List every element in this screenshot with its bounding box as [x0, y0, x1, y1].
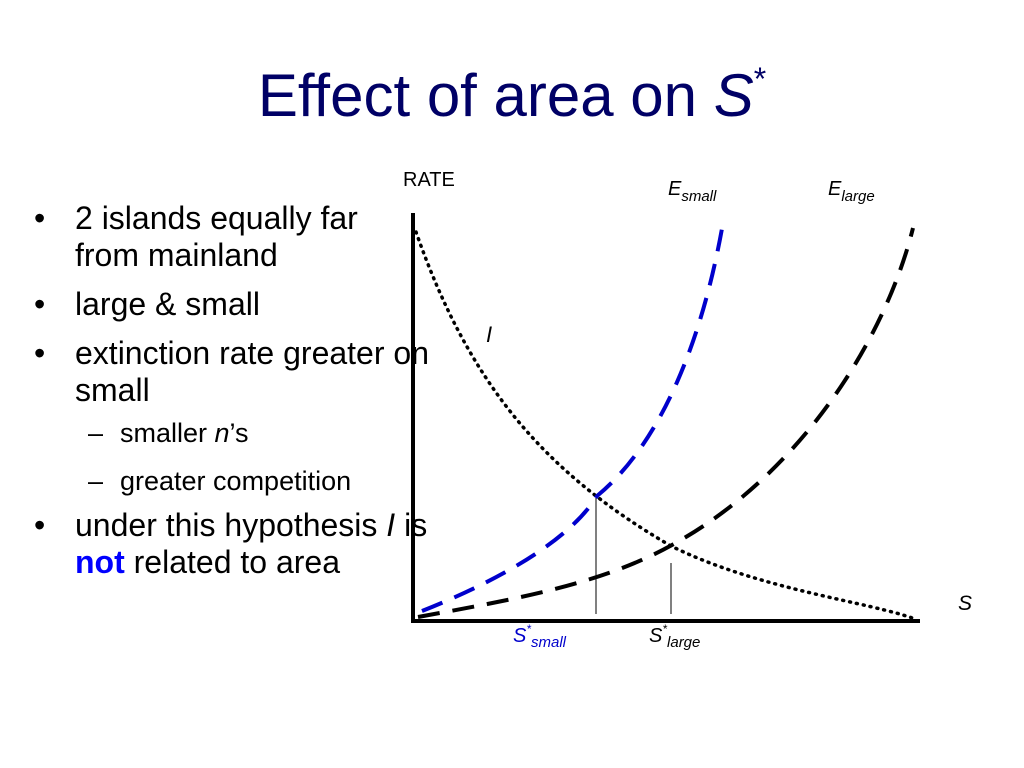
sub-bullet-smaller-suffix: ’s	[229, 418, 249, 448]
s-small-superscript: *	[526, 622, 531, 636]
e-large-subscript: large	[841, 188, 874, 205]
s-large-label: S*large	[649, 622, 700, 651]
bullet-hypothesis-part1: under this hypothesis	[75, 507, 387, 543]
sub-bullet-smaller-prefix: smaller	[120, 418, 215, 448]
e-large-main: E	[828, 178, 842, 200]
bullet-hypothesis-i-variable: I	[386, 507, 396, 543]
sub-bullet-competition: greater competition	[30, 465, 430, 497]
s-small-label: S*small	[513, 622, 567, 651]
x-axis-label: S	[958, 592, 972, 615]
bullet-large-small-text: large & small	[75, 286, 260, 322]
s-large-main: S	[649, 625, 663, 647]
bullet-hypothesis: under this hypothesis I is not related t…	[30, 507, 430, 581]
bullet-list: 2 islands equally far from mainland larg…	[30, 200, 430, 593]
immigration-curve-label: I	[486, 322, 492, 347]
bullet-hypothesis-not: not	[75, 544, 125, 580]
immigration-curve	[414, 230, 917, 621]
bullet-extinction-rate: extinction rate greater on small	[30, 335, 430, 409]
e-small-label: Esmall	[668, 178, 717, 205]
title-variable: S	[713, 62, 754, 129]
sub-bullet-smaller-n: smaller n’s	[30, 417, 430, 449]
e-small-subscript: small	[681, 188, 717, 205]
s-small-main: S	[513, 625, 527, 647]
extinction-large-curve	[417, 227, 915, 619]
bullet-large-small: large & small	[30, 286, 430, 323]
bullet-islands: 2 islands equally far from mainland	[30, 200, 430, 274]
sub-bullet-n-variable: n	[214, 418, 230, 448]
slide-title: Effect of area on S*	[0, 60, 1024, 132]
title-text: Effect of area on	[257, 62, 714, 129]
bullet-extinction-rate-text: extinction rate greater on small	[75, 335, 429, 408]
title-superscript: *	[753, 61, 767, 97]
extinction-small-curve	[421, 216, 726, 613]
sub-bullet-competition-text: greater competition	[120, 466, 352, 496]
e-small-main: E	[668, 178, 682, 200]
e-large-label: Elarge	[828, 178, 875, 205]
bullet-hypothesis-part3: related to area	[124, 544, 340, 580]
s-small-subscript: small	[531, 634, 567, 651]
bullet-islands-text: 2 islands equally far from mainland	[75, 200, 358, 273]
bullet-hypothesis-part2: is	[404, 507, 428, 543]
y-axis-label: RATE	[403, 169, 455, 191]
s-large-superscript: *	[662, 622, 667, 636]
s-large-subscript: large	[667, 634, 700, 651]
